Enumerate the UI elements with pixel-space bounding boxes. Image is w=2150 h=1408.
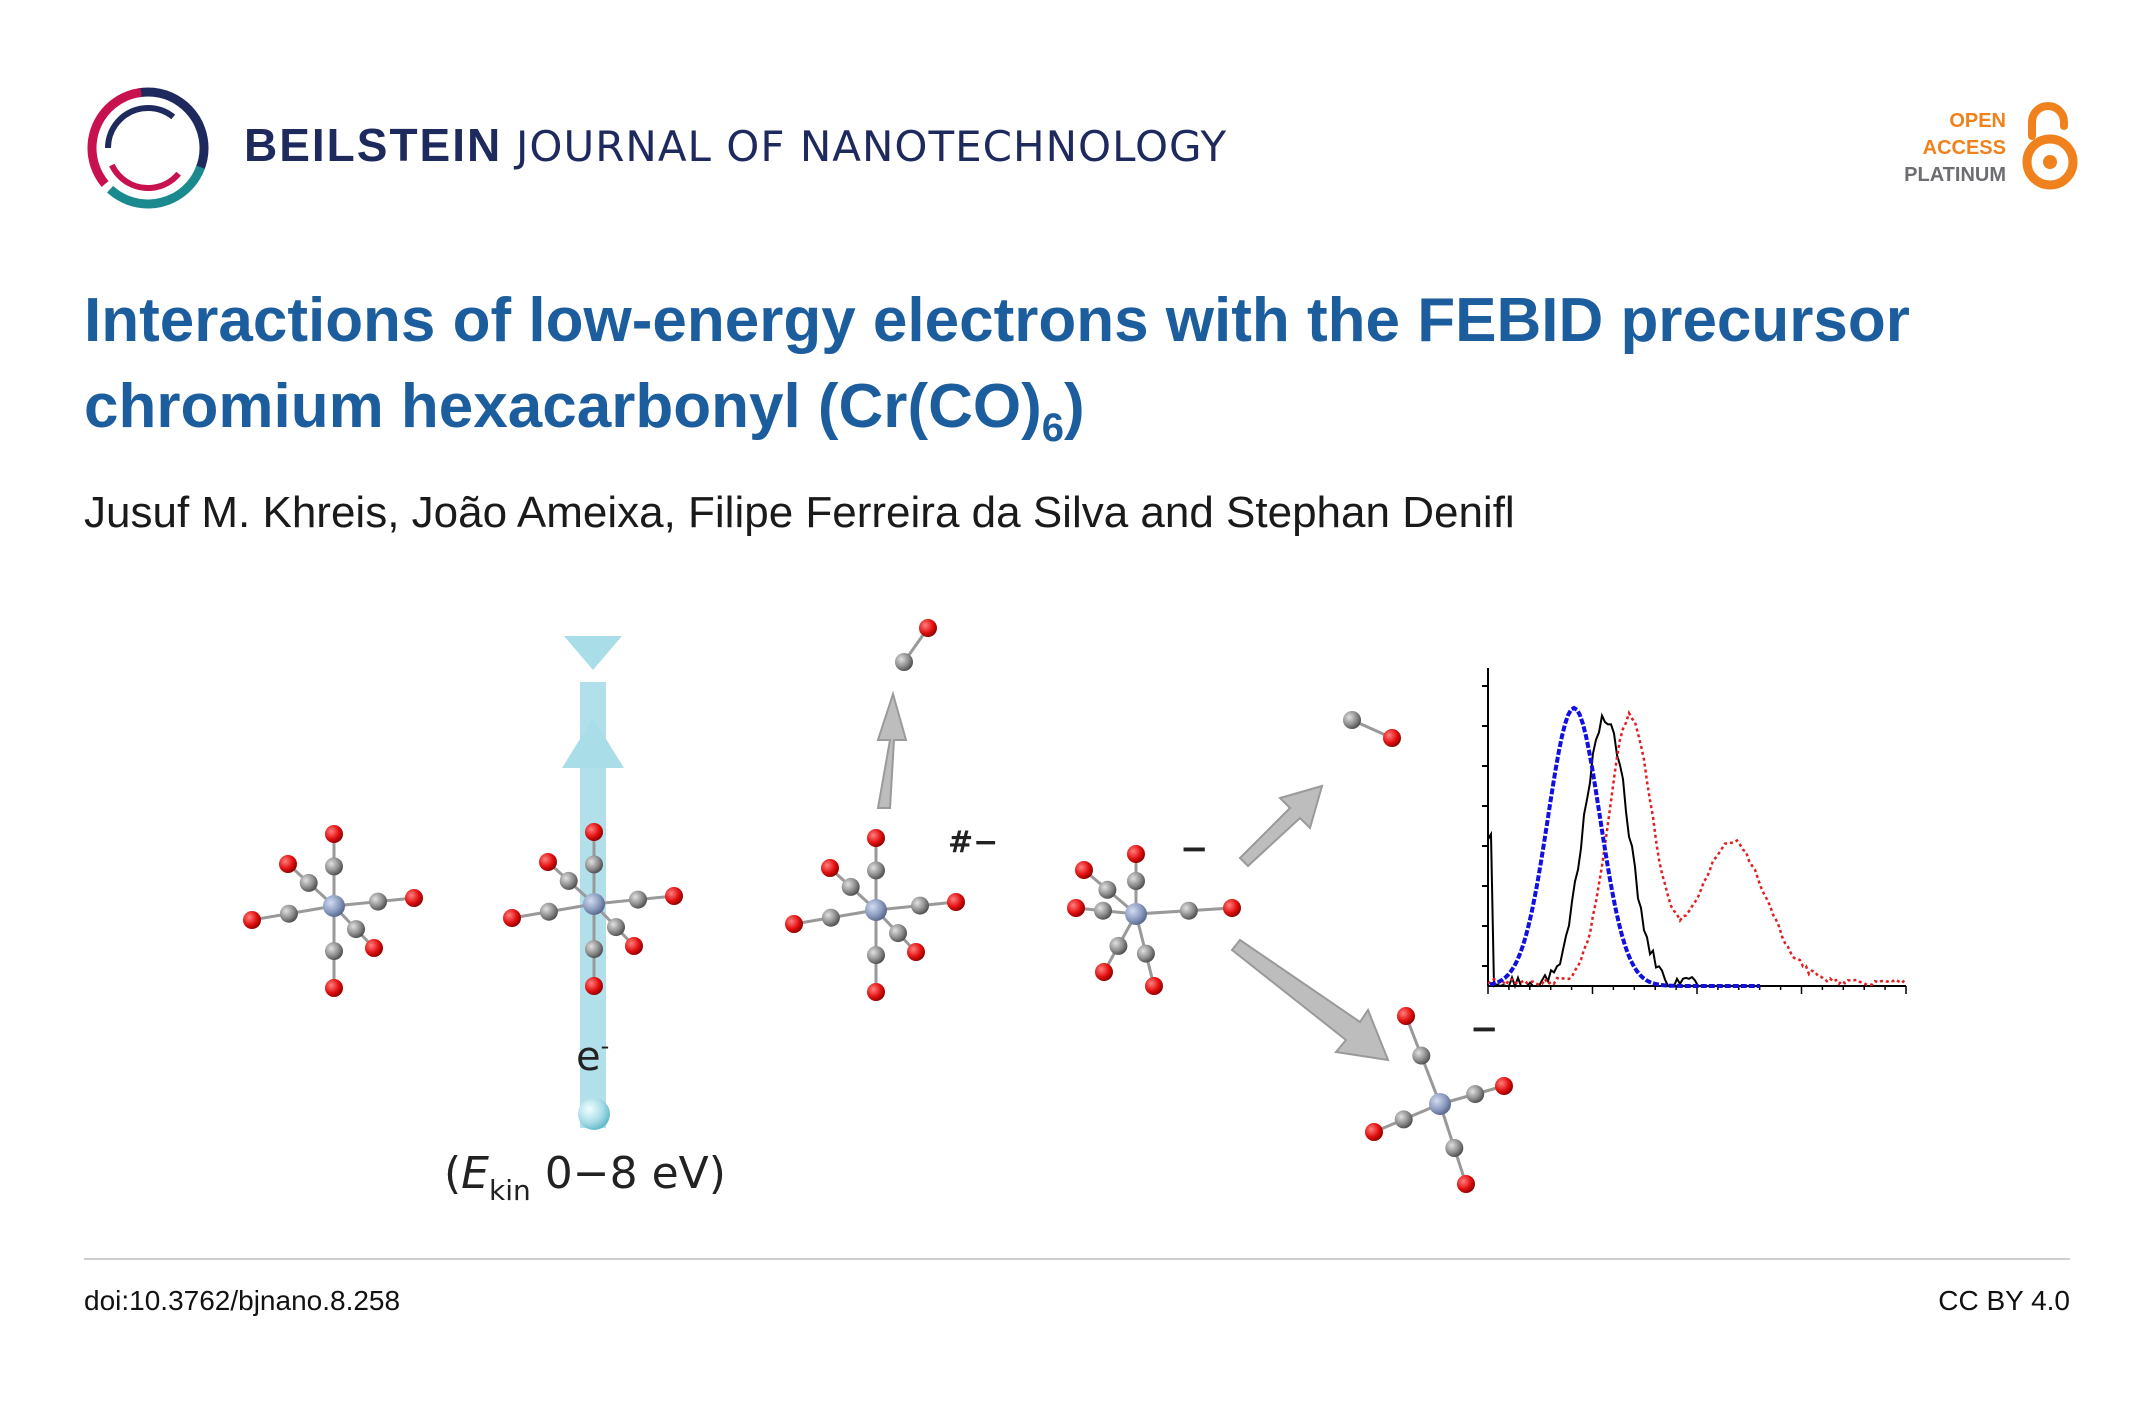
journal-name-bold: BEILSTEIN (244, 119, 502, 171)
molecule-anion-5-oxygen-4 (1223, 899, 1241, 917)
molecule-transient-carbon-4 (842, 878, 860, 896)
molecule-transient-oxygen-2 (785, 915, 803, 933)
arrow-to-fragment (1232, 940, 1388, 1060)
molecule-transient-chromium (865, 899, 887, 921)
journal-name: BEILSTEIN JOURNAL OF NANOTECHNOLOGY (244, 118, 1227, 172)
article-title-end: ) (1064, 372, 1085, 441)
molecule-anion-5-oxygen-2 (1095, 963, 1113, 981)
energy-label: (Ekin 0−8 eV) (444, 1148, 726, 1207)
arrow-to-co-right (1240, 786, 1322, 866)
open-access-lock-icon (2022, 100, 2078, 192)
molecule-anion-4-oxygen-1 (1365, 1123, 1383, 1141)
molecule-anion-4-carbon-0 (1412, 1047, 1430, 1065)
electron-particle (578, 1098, 610, 1130)
molecule-transient-oxygen-4 (821, 859, 839, 877)
molecule-anion-5-chromium (1125, 903, 1147, 925)
transient-anion-label: #− (948, 825, 998, 860)
molecule-neutral-carbon-2 (280, 905, 298, 923)
molecule-neutral-oxygen-2 (243, 911, 261, 929)
molecule-neutral-oxygen-0 (325, 825, 343, 843)
graphical-abstract: e- (Ekin 0−8 eV) #− − − (0, 590, 2150, 1250)
inset-curve-red (1488, 713, 1905, 985)
open-access-badge: OPEN ACCESS PLATINUM (1904, 108, 2006, 189)
molecule-anion-5-oxygen-1 (1067, 899, 1085, 917)
open-access-line-3: PLATINUM (1904, 162, 2006, 189)
molecule-anion-4-oxygen-2 (1495, 1077, 1513, 1095)
molecule-transient-carbon-1 (867, 946, 885, 964)
co-right-oxygen (1383, 729, 1401, 747)
molecule-neutral-oxygen-5 (365, 939, 383, 957)
article-title: Interactions of low-energy electrons wit… (84, 278, 2084, 450)
molecule-transient-carbon-5 (889, 924, 907, 942)
molecule-transient-oxygen-5 (907, 943, 925, 961)
molecule-neutral-oxygen-4 (279, 855, 297, 873)
molecule-neutral-oxygen-1 (325, 979, 343, 997)
molecule-beam-carbon-4 (560, 872, 578, 890)
molecule-beam-carbon-5 (607, 918, 625, 936)
molecule-neutral-carbon-3 (369, 893, 387, 911)
molecule-anion-4-oxygen-0 (1397, 1007, 1415, 1025)
molecule-neutral-carbon-1 (325, 942, 343, 960)
molecule-anion-5-carbon-3 (1137, 945, 1155, 963)
article-title-main: Interactions of low-energy electrons wit… (84, 286, 1910, 441)
molecule-anion-4-carbon-2 (1466, 1085, 1484, 1103)
molecule-beam-oxygen-3 (665, 887, 683, 905)
molecule-neutral-carbon-0 (325, 857, 343, 875)
molecule-anion-5-carbon-0 (1098, 881, 1116, 899)
molecule-neutral-carbon-4 (300, 874, 318, 892)
molecule-beam-oxygen-4 (539, 853, 557, 871)
open-access-line-2: ACCESS (1904, 135, 2006, 162)
arrow-up-to-co (878, 694, 906, 808)
molecule-anion-5-oxygen-5 (1127, 845, 1145, 863)
molecule-anion-5-carbon-1 (1094, 902, 1112, 920)
molecule-neutral-carbon-5 (347, 920, 365, 938)
molecule-group (243, 619, 1513, 1193)
molecule-neutral-chromium (323, 895, 345, 917)
inset-curve-black (1488, 716, 1698, 986)
co-top-oxygen (919, 619, 937, 637)
molecule-anion-5-carbon-4 (1180, 902, 1198, 920)
molecule-transient-oxygen-1 (867, 983, 885, 1001)
molecule-transient-carbon-3 (911, 897, 929, 915)
molecule-transient-oxygen-0 (867, 829, 885, 847)
molecule-transient-oxygen-3 (947, 893, 965, 911)
license-label[interactable]: CC BY 4.0 (1938, 1285, 2070, 1317)
molecule-beam-oxygen-2 (503, 909, 521, 927)
molecule-anion-5-oxygen-0 (1075, 861, 1093, 879)
co-top-carbon (895, 653, 913, 671)
doi-link[interactable]: doi:10.3762/bjnano.8.258 (84, 1285, 400, 1317)
molecule-anion-5-carbon-2 (1109, 937, 1127, 955)
article-title-subscript: 6 (1042, 406, 1064, 450)
molecule-beam-carbon-1 (585, 940, 603, 958)
molecule-beam-oxygen-0 (585, 823, 603, 841)
molecule-beam-carbon-2 (540, 903, 558, 921)
molecule-neutral-oxygen-3 (405, 889, 423, 907)
molecule-beam-carbon-0 (585, 855, 603, 873)
molecule-anion-4-oxygen-3 (1457, 1175, 1475, 1193)
inset-curve-blue (1490, 708, 1760, 986)
anion-label-1: − (1180, 829, 1209, 869)
anion-label-2: − (1470, 1009, 1499, 1049)
footer-divider (84, 1258, 2070, 1260)
molecule-transient-carbon-0 (867, 861, 885, 879)
molecule-beam-chromium (583, 893, 605, 915)
molecule-beam-oxygen-1 (585, 977, 603, 995)
molecule-anion-4-chromium (1429, 1093, 1451, 1115)
molecule-anion-5-carbon-5 (1127, 872, 1145, 890)
open-access-line-1: OPEN (1904, 108, 2006, 135)
molecule-beam-carbon-3 (629, 891, 647, 909)
molecule-anion-4-carbon-1 (1395, 1110, 1413, 1128)
journal-name-rest: JOURNAL OF NANOTECHNOLOGY (516, 122, 1227, 171)
molecule-anion-4-carbon-3 (1445, 1139, 1463, 1157)
co-right-carbon (1343, 711, 1361, 729)
article-authors: Jusuf M. Khreis, João Ameixa, Filipe Fer… (84, 488, 1515, 538)
molecule-beam-oxygen-5 (625, 937, 643, 955)
journal-logo-icon (84, 84, 212, 212)
ion-yield-inset (1482, 668, 1906, 994)
molecule-transient-carbon-2 (822, 909, 840, 927)
molecule-anion-5-oxygen-3 (1145, 977, 1163, 995)
